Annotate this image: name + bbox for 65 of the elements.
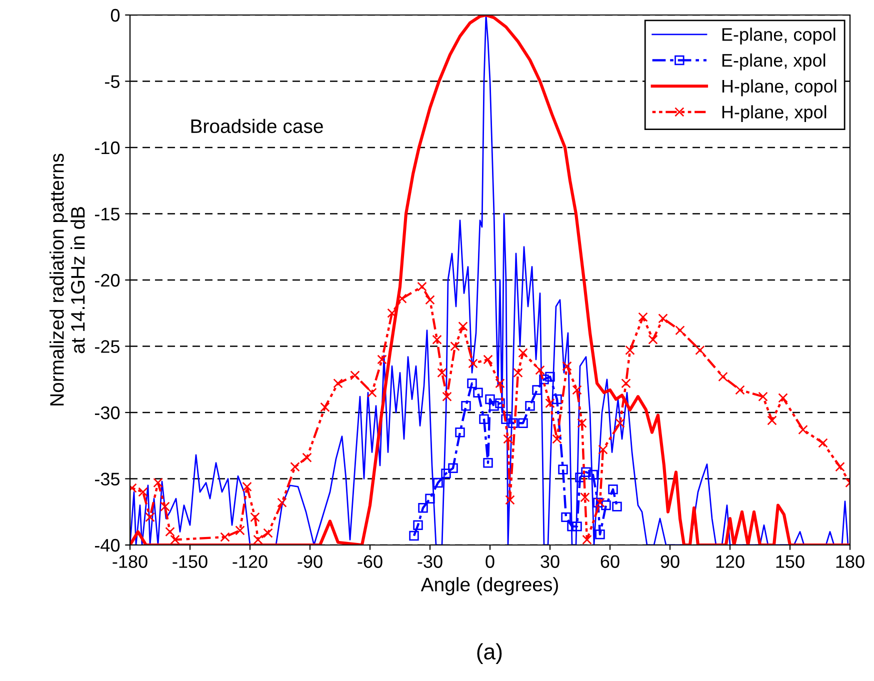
point — [433, 478, 443, 488]
y-tick-label: -5 — [105, 75, 120, 88]
x-tick-label: -60 — [358, 555, 382, 568]
x-axis-title: Angle (degrees) — [420, 577, 558, 596]
text: (a) — [477, 643, 502, 664]
point — [495, 398, 505, 408]
point — [572, 522, 582, 532]
point — [441, 468, 451, 478]
point — [448, 463, 458, 474]
point — [479, 414, 489, 424]
point — [467, 378, 477, 388]
point — [588, 470, 598, 480]
y-tick-label: -25 — [94, 340, 120, 353]
x-tick-label: 150 — [776, 555, 804, 568]
point — [567, 522, 577, 532]
x-tick-label: -150 — [172, 555, 208, 568]
point — [612, 502, 622, 512]
point — [455, 428, 465, 438]
x-tick-label: -180 — [112, 555, 148, 568]
point — [518, 418, 528, 428]
point — [539, 374, 549, 384]
x-tick-label: 180 — [836, 555, 864, 568]
y-tick-label: -20 — [94, 274, 120, 287]
y-tick-label: -40 — [94, 538, 120, 552]
x-tick-label: 60 — [600, 555, 620, 568]
x-tick-label: -120 — [232, 555, 268, 568]
x-tick-label: -90 — [298, 555, 322, 568]
point — [552, 394, 562, 404]
point — [601, 500, 611, 510]
point — [461, 401, 471, 411]
legend-label: H-plane, copol — [722, 79, 836, 96]
point — [425, 494, 435, 504]
point — [413, 520, 423, 530]
point — [608, 484, 618, 494]
legend-label: E-plane, xpol — [722, 54, 826, 70]
point — [501, 414, 511, 424]
point — [581, 467, 591, 477]
y-tick-label: -15 — [94, 208, 120, 220]
point — [532, 385, 542, 395]
x-tick-label: 0 — [486, 555, 494, 568]
annotation: Broadside case — [191, 118, 323, 134]
point — [558, 464, 568, 474]
point — [545, 372, 555, 382]
y-tick-label: -35 — [94, 472, 120, 486]
legend-label: E-plane, copol — [722, 28, 836, 44]
point — [595, 530, 605, 540]
legend-label: H-plane, xpol — [722, 105, 826, 122]
y-tick-label: 0 — [110, 8, 120, 22]
point — [575, 472, 585, 482]
y-axis-title: Normalized radiation patterns at 14.1GHz in dB — [50, 154, 85, 406]
x-tick-label: -30 — [418, 555, 442, 568]
point — [483, 458, 493, 468]
point — [489, 401, 499, 411]
point — [418, 503, 428, 513]
point — [485, 394, 495, 404]
point — [525, 401, 535, 411]
y-tick-label: -10 — [94, 141, 120, 154]
point — [561, 512, 571, 522]
x-tick-label: 30 — [540, 555, 560, 568]
x-tick-label: 90 — [660, 555, 680, 568]
point — [473, 388, 483, 398]
x-tick-label: 120 — [716, 555, 744, 568]
y-tick-label: -30 — [94, 406, 120, 420]
point — [508, 418, 518, 428]
point — [409, 530, 419, 541]
